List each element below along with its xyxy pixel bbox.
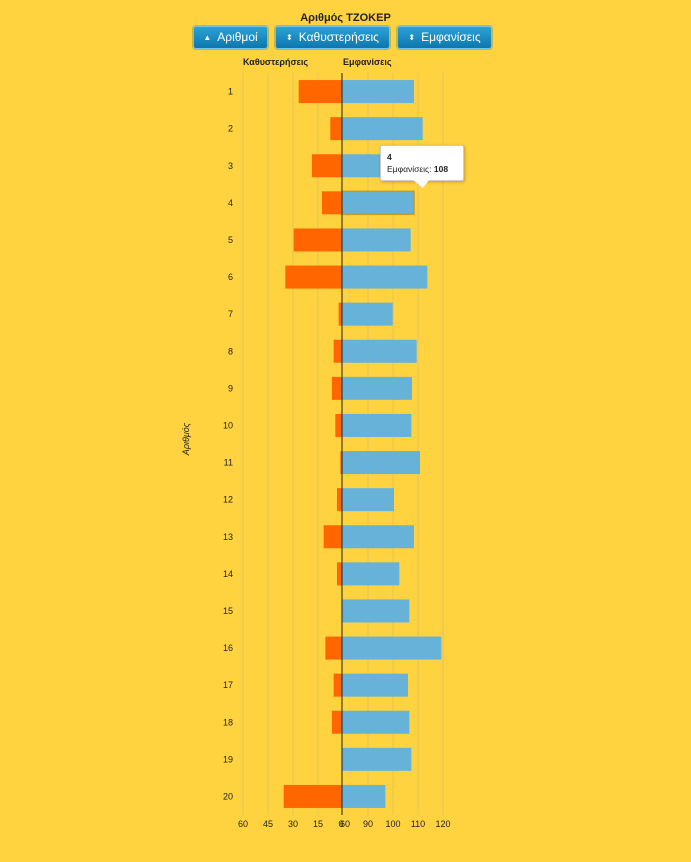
x-tick-left: 60 (238, 819, 248, 829)
appearance-bar (342, 562, 400, 586)
appearance-bar (341, 190, 415, 216)
x-tick-left: 0 (338, 819, 343, 829)
x-tick-right: 90 (363, 819, 373, 829)
x-tick-right: 100 (385, 819, 400, 829)
sort-numbers-button[interactable]: ▲ Αριθμοί (193, 26, 268, 49)
appearance-bar (342, 599, 410, 623)
category-label: 17 (223, 680, 233, 690)
delay-bar (325, 636, 342, 660)
category-label: 11 (224, 458, 233, 468)
delay-bar (285, 265, 342, 289)
delays-header: Καθυστερήσεις (243, 57, 309, 67)
x-tick-right: 60 (340, 819, 350, 829)
appearance-bar (342, 376, 412, 400)
x-tick-left: 45 (263, 819, 273, 829)
appearance-bar (342, 302, 393, 326)
x-tick-right: 110 (411, 819, 425, 829)
appearance-bar (342, 710, 410, 734)
sort-delays-label: Καθυστερήσεις (298, 30, 379, 44)
appearance-bar (342, 117, 423, 141)
appearance-bar (342, 673, 408, 697)
delay-bar (332, 376, 342, 400)
delay-bar (322, 191, 342, 215)
tooltip-title: 4 (387, 152, 392, 162)
category-label: 1 (228, 87, 233, 97)
x-tick-left: 15 (313, 819, 323, 829)
appearance-bar (342, 413, 412, 437)
sort-updown-icon: ⬍ (408, 33, 416, 42)
sort-updown-icon: ⬍ (286, 33, 293, 42)
delay-bar (340, 451, 342, 475)
tooltip-label: Εμφανίσεις: (387, 164, 432, 174)
tooltip: 4 Εμφανίσεις: 108 (380, 145, 464, 188)
category-label: 8 (228, 346, 233, 356)
category-label: 2 (228, 124, 233, 134)
delay-bar (312, 154, 342, 178)
appearance-bar (342, 451, 420, 475)
delay-bar (323, 525, 342, 549)
tooltip-value: 108 (433, 164, 449, 174)
sort-appearances-button[interactable]: ⬍ Εμφανίσεις (397, 26, 492, 49)
appearances-header: Εμφανίσεις (343, 57, 392, 67)
sort-numbers-label: Αριθμοί (217, 30, 258, 44)
category-label: 16 (223, 643, 233, 653)
sort-appearances-label: Εμφανίσεις (421, 30, 481, 44)
delay-bar (283, 784, 342, 808)
x-tick-right: 120 (435, 819, 450, 829)
chart-title: Αριθμός ΤΖΟΚΕΡ (300, 12, 391, 24)
appearance-bar (342, 265, 428, 289)
appearance-bar (342, 339, 417, 363)
delay-bar (293, 228, 342, 252)
delay-bar (337, 562, 342, 586)
delay-bar (335, 413, 342, 437)
category-label: 18 (223, 717, 233, 727)
delay-bar (333, 673, 342, 697)
sort-up-icon: ▲ (203, 33, 212, 42)
category-label: 4 (228, 198, 233, 208)
category-label: 5 (228, 235, 233, 245)
category-label: 15 (223, 606, 233, 616)
x-tick-left: 30 (288, 819, 298, 829)
category-label: 10 (223, 420, 233, 430)
category-label: 6 (228, 272, 233, 282)
category-label: 3 (228, 161, 233, 171)
appearance-bar (342, 228, 411, 252)
category-label: 19 (223, 754, 233, 764)
category-label: 7 (228, 309, 233, 319)
category-label: 12 (223, 495, 233, 505)
appearance-bar (342, 525, 414, 549)
category-label: 14 (223, 569, 233, 579)
delay-bar (337, 488, 342, 512)
appearance-bar (342, 784, 386, 808)
delay-bar (298, 80, 342, 104)
delay-bar (338, 302, 342, 326)
sort-delays-button[interactable]: ⬍ Καθυστερήσεις (275, 26, 390, 49)
delay-bar (332, 710, 342, 734)
delay-bar (330, 117, 342, 141)
appearance-bar (342, 80, 414, 104)
delay-bar (333, 339, 342, 363)
appearance-bar (342, 636, 442, 660)
category-label: 13 (223, 532, 233, 542)
appearance-bar (342, 747, 412, 771)
category-label: 20 (223, 791, 233, 801)
category-label: 9 (228, 383, 233, 393)
appearance-bar (342, 488, 394, 512)
